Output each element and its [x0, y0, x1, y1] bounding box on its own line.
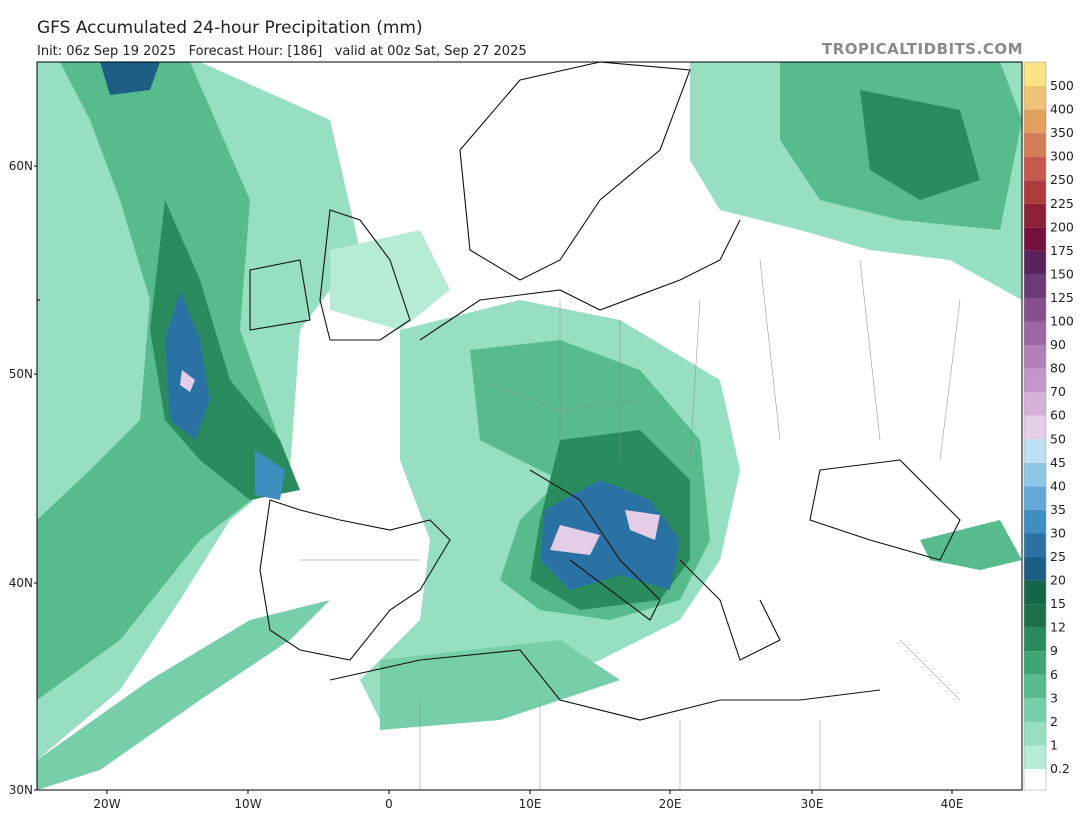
map [36, 61, 1023, 791]
colorbar-swatch [1024, 86, 1046, 110]
colorbar-label: 80 [1050, 361, 1066, 376]
colorbar-label: 35 [1050, 502, 1066, 517]
longitude-label: 10E [519, 797, 542, 811]
colorbar-swatch [1024, 297, 1046, 322]
colorbar-label: 9 [1050, 643, 1058, 658]
colorbar-swatch [1024, 62, 1046, 86]
colorbar-swatch [1024, 627, 1046, 652]
colorbar-swatch [1024, 745, 1046, 769]
colorbar-swatch [1024, 368, 1046, 393]
colorbar-swatch [1024, 133, 1046, 157]
colorbar-label: 175 [1050, 243, 1074, 258]
colorbar-label: 225 [1050, 196, 1074, 211]
colorbar-swatch [1024, 321, 1046, 346]
colorbar-label: 12 [1050, 620, 1066, 635]
colorbar-label: 250 [1050, 172, 1074, 187]
longitude-label: 30E [801, 797, 824, 811]
longitude-label: 10W [234, 797, 261, 811]
title: GFS Accumulated 24-hour Precipitation (m… [37, 18, 423, 38]
colorbar-label: 1 [1050, 737, 1058, 752]
latitude-label: 50N [9, 367, 33, 381]
colorbar-label: 90 [1050, 337, 1066, 352]
colorbar-swatch [1024, 674, 1046, 699]
colorbar-label: 2 [1050, 714, 1058, 729]
colorbar-swatch [1024, 274, 1046, 298]
colorbar-swatch [1024, 698, 1046, 722]
colorbar-label: 6 [1050, 667, 1058, 682]
colorbar-label: 15 [1050, 596, 1066, 611]
colorbar-swatch [1024, 486, 1046, 510]
colorbar-label: 30 [1050, 525, 1066, 540]
colorbar: 0.21236912152025303540455060708090100125… [1023, 61, 1074, 791]
longitude-label: 20E [659, 797, 682, 811]
colorbar-label: 150 [1050, 266, 1074, 281]
colorbar-swatch [1024, 227, 1046, 251]
colorbar-swatch [1024, 651, 1046, 675]
colorbar-label: 20 [1050, 573, 1066, 588]
colorbar-swatch [1024, 109, 1046, 134]
colorbar-swatch [1024, 769, 1046, 790]
colorbar-swatch [1024, 604, 1046, 628]
colorbar-swatch [1024, 509, 1046, 534]
colorbar-label: 200 [1050, 219, 1074, 234]
colorbar-swatch [1024, 250, 1046, 275]
colorbar-swatch [1024, 392, 1046, 416]
colorbar-swatch [1024, 203, 1046, 228]
colorbar-label: 25 [1050, 549, 1066, 564]
colorbar-swatch [1024, 557, 1046, 581]
colorbar-swatch [1024, 439, 1046, 463]
colorbar-swatch [1024, 345, 1046, 369]
colorbar-label: 350 [1050, 125, 1074, 140]
longitude-label: 20W [93, 797, 120, 811]
axes: 60N 50N 40N 30N 20W 10W 0 10E 20E 30E 40E [9, 159, 964, 811]
colorbar-label: 50 [1050, 431, 1066, 446]
colorbar-swatch [1024, 156, 1046, 181]
longitude-label: 40E [941, 797, 964, 811]
longitude-label: 0 [385, 797, 393, 811]
colorbar-swatch [1024, 721, 1046, 746]
colorbar-label: 60 [1050, 408, 1066, 423]
colorbar-frame [1023, 61, 1047, 791]
colorbar-label: 0.2 [1050, 761, 1070, 776]
colorbar-swatch [1024, 533, 1046, 558]
colorbar-swatch [1024, 180, 1046, 204]
colorbar-label: 45 [1050, 455, 1066, 470]
colorbar-label: 70 [1050, 384, 1066, 399]
colorbar-label: 400 [1050, 102, 1074, 117]
latitude-label: 30N [9, 783, 33, 797]
latitude-label: 60N [9, 159, 33, 173]
colorbar-label: 100 [1050, 314, 1074, 329]
watermark: TROPICALTIDBITS.COM [822, 40, 1023, 58]
subtitle: Init: 06z Sep 19 2025 Forecast Hour: [18… [37, 44, 527, 59]
latitude-label: 40N [9, 576, 33, 590]
colorbar-label: 40 [1050, 478, 1066, 493]
colorbar-label: 125 [1050, 290, 1074, 305]
colorbar-swatch [1024, 462, 1046, 487]
colorbar-swatch [1024, 580, 1046, 605]
colorbar-label: 300 [1050, 149, 1074, 164]
colorbar-swatch [1024, 415, 1046, 440]
colorbar-label: 3 [1050, 690, 1058, 705]
colorbar-label: 500 [1050, 78, 1074, 93]
